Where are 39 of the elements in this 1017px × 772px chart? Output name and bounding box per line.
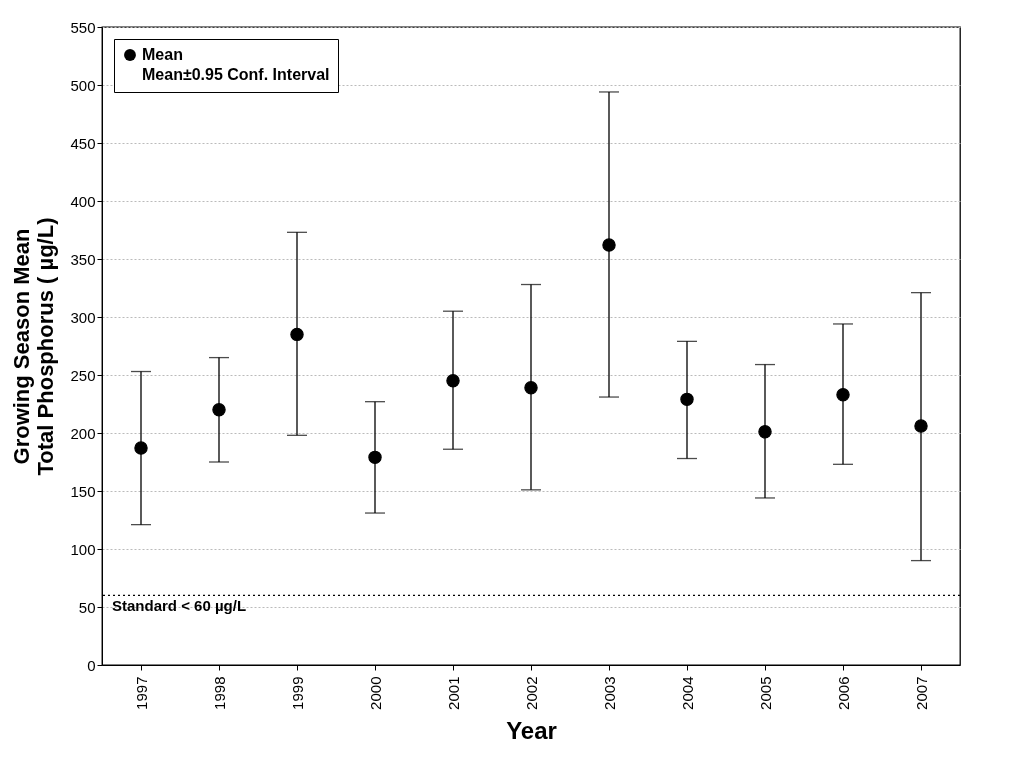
- point: [212, 403, 226, 417]
- y-tick-label: 200: [70, 424, 96, 442]
- point: [758, 425, 772, 439]
- y-tick-label: 300: [70, 308, 96, 326]
- ref-line-label: Standard < 60 µg/L: [112, 597, 247, 615]
- x-tick-label: 2004: [678, 676, 696, 710]
- x-axis-title: Year: [506, 716, 557, 744]
- x-tick-label: 1997: [132, 676, 150, 710]
- legend-label: Mean: [142, 46, 183, 63]
- point: [524, 381, 538, 395]
- x-tick-label: 2007: [912, 676, 930, 710]
- point: [602, 238, 616, 252]
- y-tick-label: 400: [70, 192, 96, 210]
- x-tick-label: 2003: [600, 676, 618, 710]
- x-tick-label: 1998: [210, 676, 228, 710]
- y-tick-label: 550: [70, 18, 96, 36]
- point: [914, 419, 928, 433]
- y-tick-label: 150: [70, 482, 96, 500]
- x-tick-label: 2005: [756, 676, 774, 710]
- x-tick-label: 2002: [522, 676, 540, 710]
- y-tick-label: 0: [87, 656, 96, 674]
- y-axis-title: Growing Season Mean Total Phosphorus ( µg/L): [9, 217, 59, 476]
- x-tick-label: 2006: [834, 676, 852, 710]
- x-tick-label: 2001: [444, 676, 462, 710]
- point: [368, 450, 382, 465]
- x-tick-label: 1999: [288, 676, 306, 710]
- y-tick-label: 50: [78, 598, 96, 616]
- x-tick-label: 2000: [366, 676, 384, 710]
- annotation: Mean±0.95 Conf. Interval: [142, 66, 330, 83]
- point: [134, 441, 148, 455]
- y-tick-label: 450: [70, 134, 96, 152]
- y-tick-label: 350: [70, 250, 96, 268]
- y-tick-label: 100: [70, 540, 96, 558]
- point: [680, 392, 694, 407]
- y-tick-label: 500: [70, 76, 96, 94]
- point: [290, 327, 304, 342]
- y-tick-label: 250: [70, 366, 96, 384]
- point: [836, 388, 850, 402]
- point: [446, 374, 460, 388]
